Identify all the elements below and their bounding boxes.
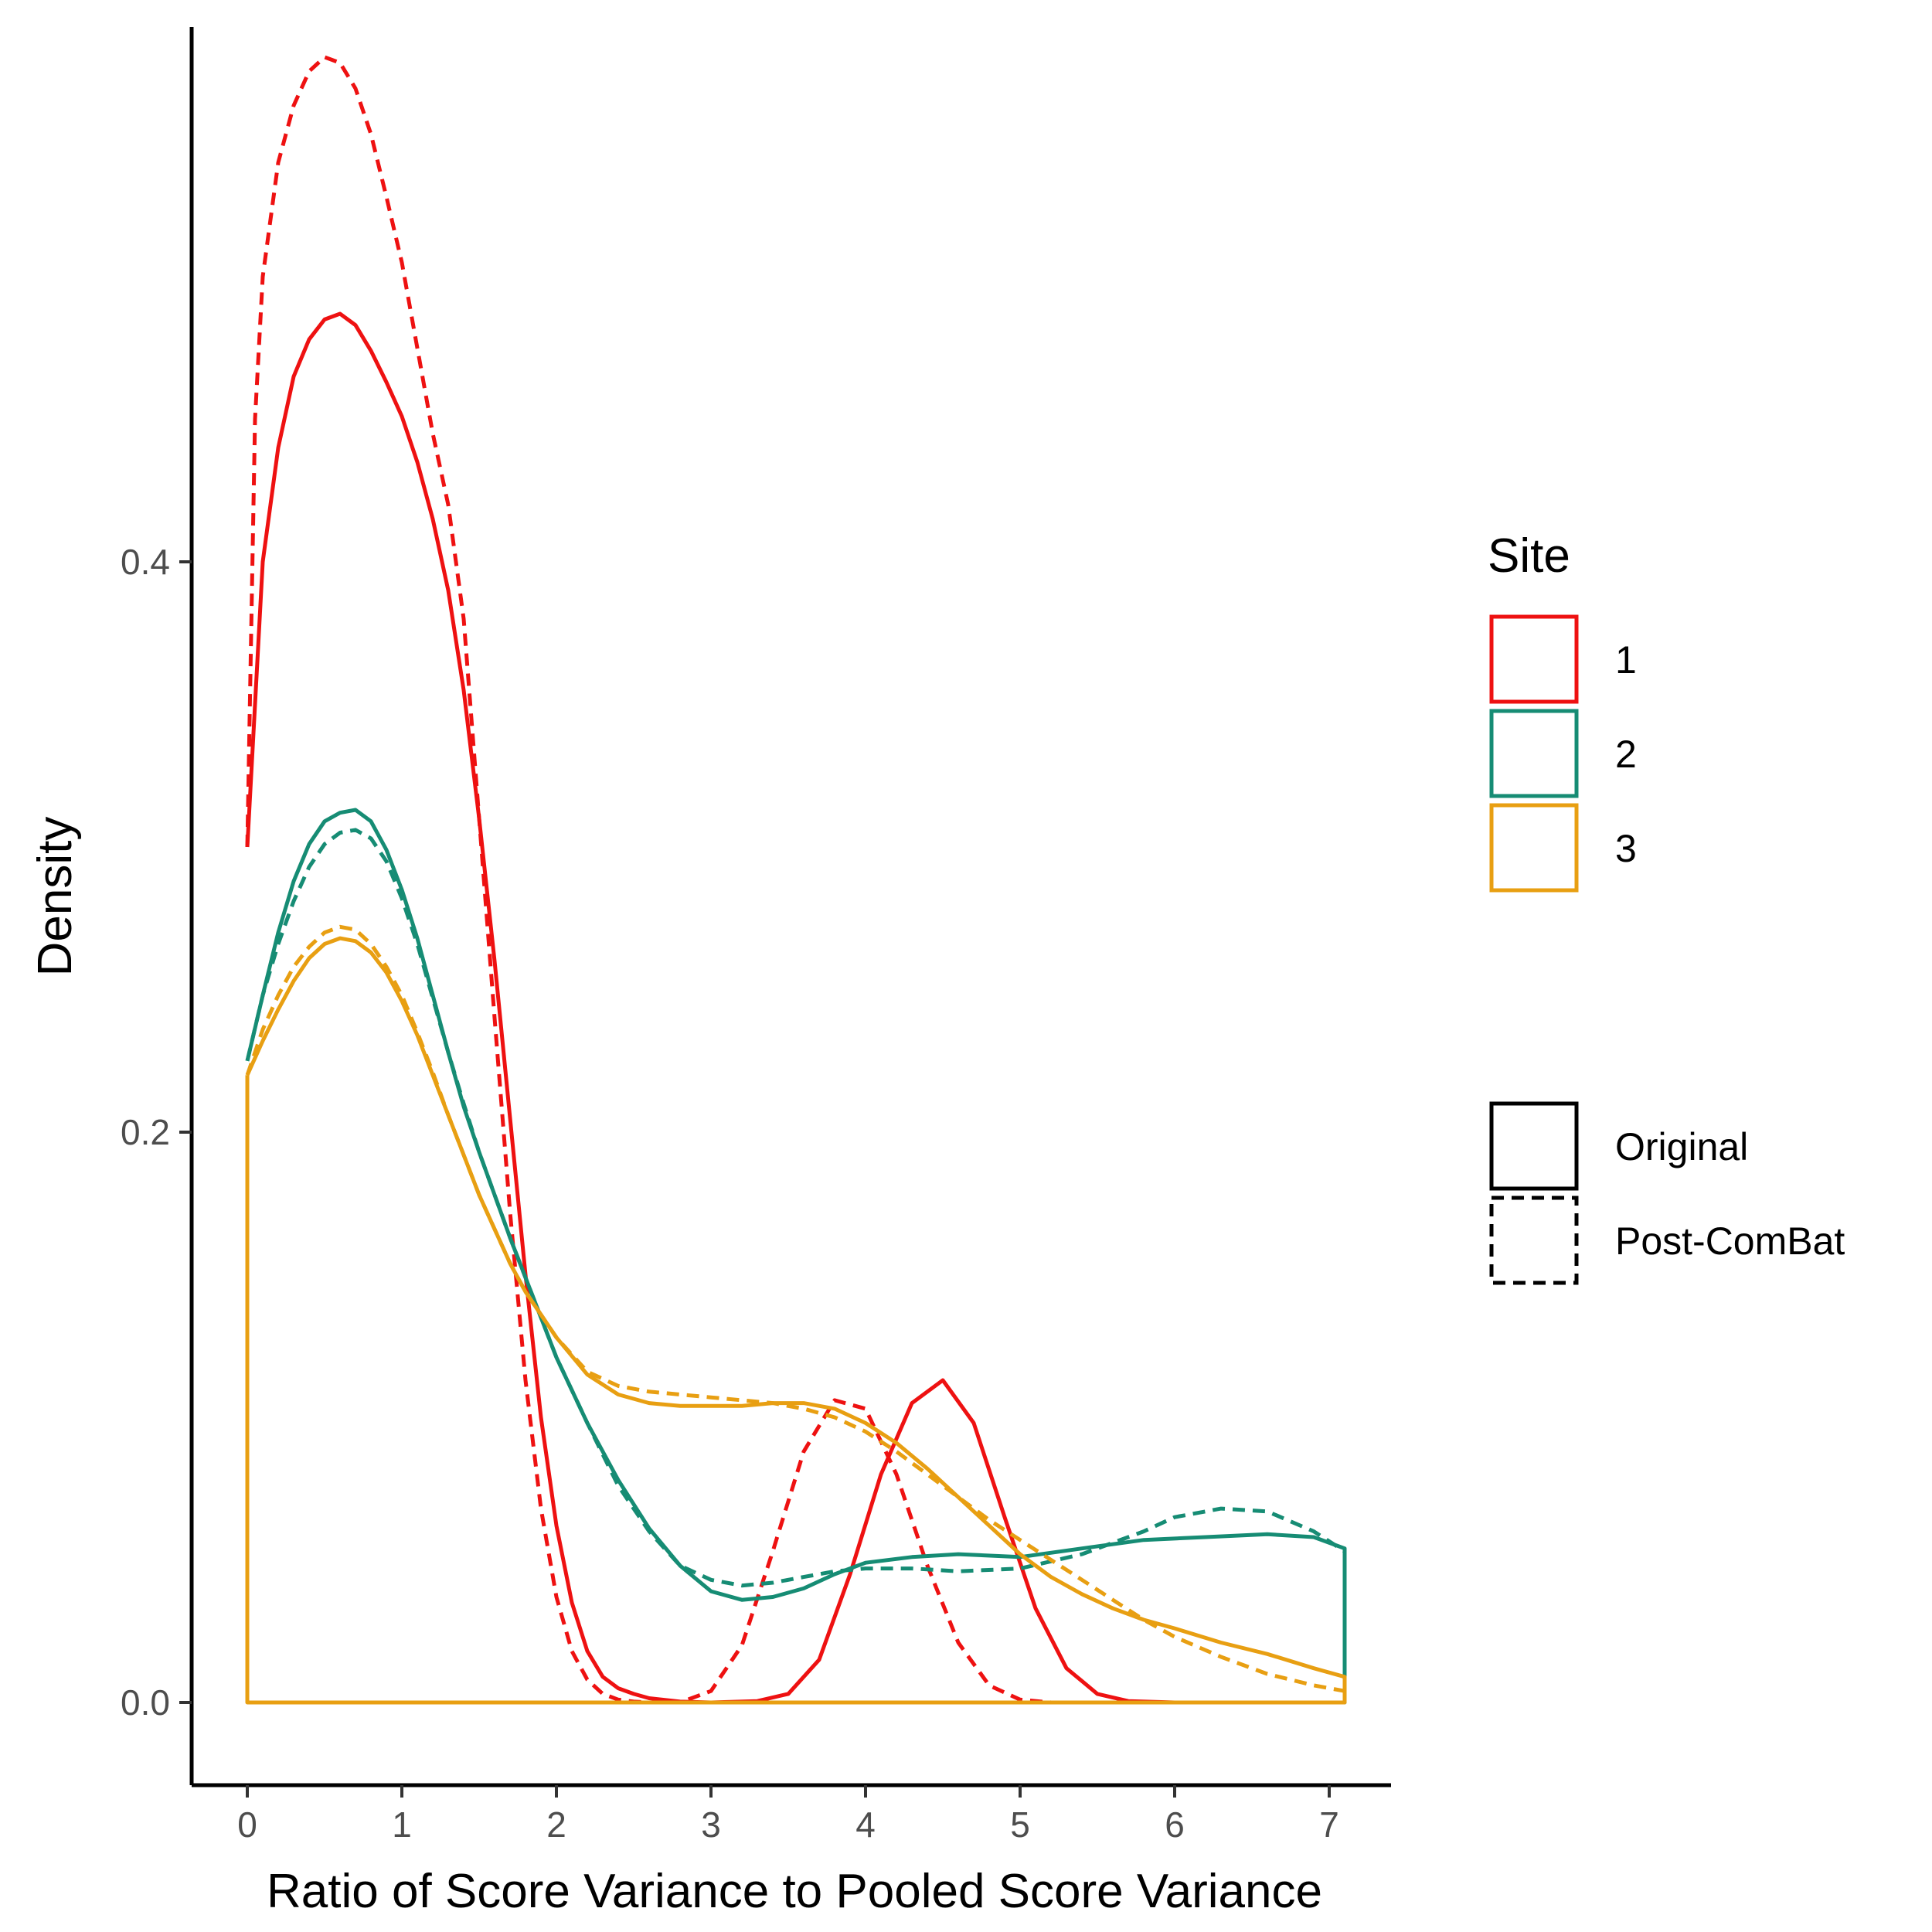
y-axis-title: Density: [29, 817, 82, 977]
series-line-site-2-solid: [245, 808, 1347, 1705]
y-tick-label: 0.2: [121, 1112, 170, 1152]
legend-label-original: Original: [1615, 1125, 1748, 1168]
x-axis-title: Ratio of Score Variance to Pooled Score …: [267, 1865, 1322, 1918]
series-line-site-3-dashed: [245, 924, 1345, 1693]
series-line-site-1-dashed: [245, 55, 1345, 1705]
x-tick-label: 1: [392, 1804, 412, 1845]
legend-key-original: [1489, 1101, 1579, 1191]
x-tick-label: 5: [1010, 1804, 1030, 1845]
plot-area: [245, 55, 1347, 1705]
x-tick-label: 4: [855, 1804, 876, 1845]
legend-key-site-1: [1489, 614, 1579, 704]
x-tick-label: 3: [701, 1804, 721, 1845]
x-tick-label: 2: [546, 1804, 566, 1845]
x-tick-label: 6: [1165, 1804, 1185, 1845]
y-tick-label: 0.0: [121, 1682, 170, 1723]
legend-title: Site: [1488, 529, 1570, 583]
series-line-site-3-solid: [245, 936, 1347, 1705]
x-tick-label: 7: [1319, 1804, 1339, 1845]
legend: Site 1 2 3 Original Post-ComBat: [1488, 529, 1845, 1285]
legend-key-site-3: [1489, 803, 1579, 893]
legend-label-site-2: 2: [1615, 733, 1637, 776]
series-line-site-1-solid: [245, 311, 1345, 1705]
axes: [189, 27, 1391, 1787]
legend-label-site-3: 3: [1615, 827, 1637, 870]
legend-label-post-combat: Post-ComBat: [1615, 1219, 1845, 1263]
ticks: 0 1 2 3 4 5 6 7 0.0 0.2 0.4: [121, 542, 1339, 1845]
legend-key-site-2: [1489, 709, 1579, 798]
y-tick-label: 0.4: [121, 542, 170, 582]
series-line-site-2-dashed: [245, 828, 1346, 1588]
x-tick-label: 0: [237, 1804, 257, 1845]
legend-key-post-combat: [1489, 1196, 1579, 1285]
legend-label-site-1: 1: [1615, 638, 1637, 682]
